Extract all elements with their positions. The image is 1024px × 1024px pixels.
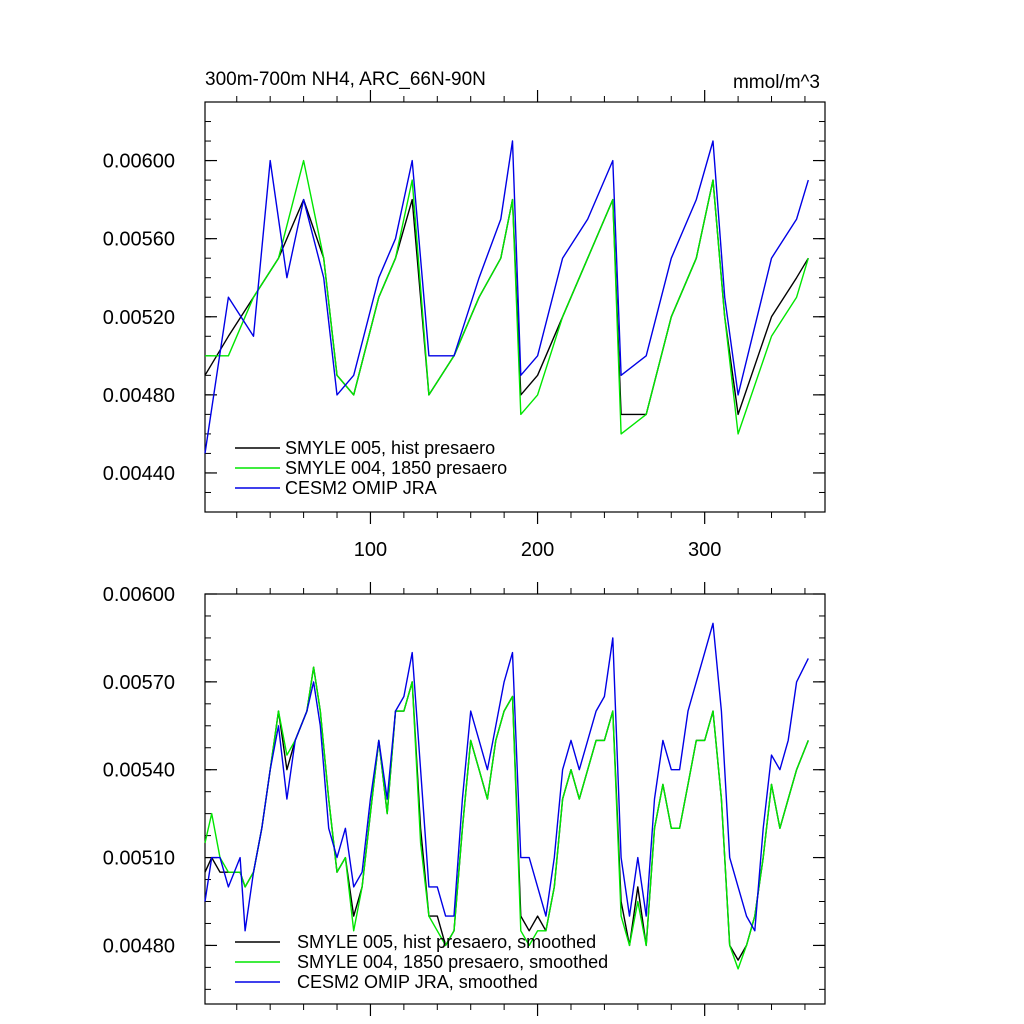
series-line-1 [204,666,809,970]
x-tick-label: 200 [521,539,554,561]
bottom-legend: SMYLE 005, hist presaero, smoothedSMYLE … [235,932,608,992]
y-tick-label: 0.00560 [103,229,175,251]
legend-label: CESM2 OMIP JRA [285,478,437,498]
series-line-0 [204,666,809,961]
y-tick-label: 0.00600 [103,584,175,606]
bottom-series-lines [204,622,809,970]
top-chart-units: mmol/m^3 [733,72,820,93]
y-tick-label: 0.00520 [103,307,175,329]
y-tick-label: 0.00480 [103,935,175,957]
series-line-0 [204,179,809,416]
bottom-panel: 0.00480 0.00510 0.00540 0.00570 0.00600 SMYL… [103,582,826,1016]
legend-label: SMYLE 004, 1850 presaero, smoothed [297,952,608,972]
top-panel: 300m-700m NH4, ARC_66N-90N mmol/m^3 0.00… [103,69,826,561]
top-plot-frame [204,101,826,513]
y-tick-label: 0.00540 [103,760,175,782]
top-series-lines [204,140,809,454]
series-line-2 [204,140,809,454]
legend-label: SMYLE 005, hist presaero, smoothed [297,932,596,952]
x-tick-label: 300 [688,539,721,561]
x-tick-label: 100 [354,539,387,561]
series-line-1 [205,159,809,435]
bottom-axis-ticks: 0.00480 0.00510 0.00540 0.00570 0.00600 [103,582,825,1016]
bottom-plot-frame [204,593,826,1005]
y-tick-label: 0.00600 [103,151,175,173]
legend-label: SMYLE 005, hist presaero [285,438,495,458]
legend-label: SMYLE 004, 1850 presaero [285,458,507,478]
legend-label: CESM2 OMIP JRA, smoothed [297,972,538,992]
y-tick-label: 0.00570 [103,672,175,694]
y-tick-label: 0.00510 [103,848,175,870]
series-line-2 [204,622,809,932]
y-tick-label: 0.00480 [103,385,175,407]
top-axis-ticks: 0.00440 0.00480 0.00520 0.00560 0.00600 100 20… [103,90,825,561]
y-tick-label: 0.00440 [103,463,175,485]
top-chart-title: 300m-700m NH4, ARC_66N-90N [205,69,486,90]
